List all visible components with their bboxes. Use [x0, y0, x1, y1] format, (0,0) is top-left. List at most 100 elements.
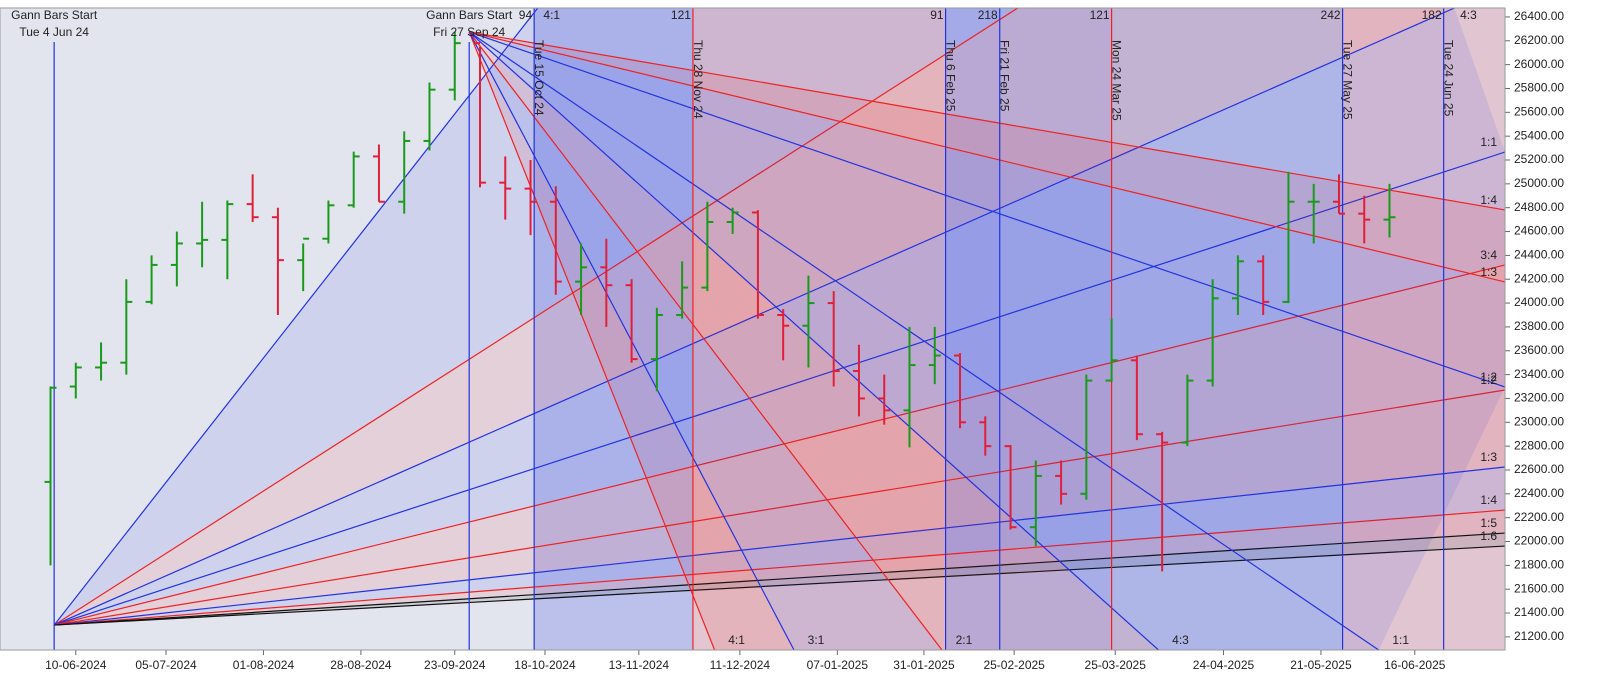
x-tick-label: 13-11-2024	[609, 658, 670, 672]
ohlc-bar	[676, 261, 689, 319]
time-band	[1111, 8, 1343, 650]
fan-line	[54, 466, 1505, 626]
y-tick-label: 23200.00	[1514, 391, 1564, 405]
marker-count: 94	[519, 8, 533, 22]
fan-label: 4:1	[728, 633, 745, 647]
marker-date: Tue 24 Jun 25	[1441, 40, 1455, 117]
ohlc-bar	[802, 275, 815, 368]
ohlc-bar	[928, 326, 941, 385]
y-tick-label: 21200.00	[1514, 629, 1564, 643]
ohlc-bar	[1282, 171, 1295, 304]
start-title: Gann Bars Start	[426, 8, 513, 22]
marker-count: 91	[930, 8, 944, 22]
ohlc-bar	[398, 131, 411, 214]
fan-label: 1:4	[1480, 193, 1497, 207]
ohlc-bar	[650, 307, 663, 392]
ohlc-bar	[120, 279, 133, 375]
y-tick-label: 21400.00	[1514, 605, 1564, 619]
fan-line	[54, 509, 1505, 626]
time-band	[692, 8, 946, 650]
plot-frame	[0, 7, 1506, 651]
y-tick-label: 21800.00	[1514, 558, 1564, 572]
ohlc-bar	[1358, 195, 1371, 244]
fan-zone	[54, 8, 1505, 626]
x-tick-label: 07-01-2025	[807, 658, 869, 672]
axes: 21200.00 21400.00 21600.00 21800.00 22000.00…	[45, 9, 1564, 672]
x-tick-label: 01-08-2024	[233, 658, 295, 672]
ohlc-bar	[903, 326, 916, 448]
fan-line	[469, 31, 1505, 211]
y-tick-label: 25600.00	[1514, 104, 1564, 118]
fan-label: 1:2	[1480, 370, 1497, 384]
ohlc-bar	[600, 238, 613, 327]
fan-label: 3:4	[1480, 248, 1497, 262]
y-tick-label: 26200.00	[1514, 33, 1564, 47]
ohlc-bar	[954, 353, 967, 429]
fan-label: 1:6	[1480, 529, 1497, 543]
ohlc-bar	[726, 207, 739, 234]
ohlc-bar	[499, 156, 512, 220]
y-tick-label: 24800.00	[1514, 200, 1564, 214]
y-tick-label: 23600.00	[1514, 343, 1564, 357]
time-band	[1342, 8, 1505, 650]
fan-zone	[469, 31, 1505, 650]
y-tick-label: 21600.00	[1514, 581, 1564, 595]
marker-count: 218	[978, 8, 998, 22]
fan-line	[53, 151, 1505, 626]
y-tick-label: 24200.00	[1514, 271, 1564, 285]
ohlc-bar	[1080, 374, 1093, 500]
ohlc-bar	[1257, 255, 1270, 315]
fan-label: 1:1	[1392, 633, 1409, 647]
marker-date: Fri 21 Feb 25	[998, 40, 1012, 112]
ohlc-bar	[1181, 374, 1194, 447]
x-tick-label: 05-07-2024	[135, 658, 197, 672]
ohlc-bar	[524, 160, 537, 236]
fan-label: 3:1	[808, 633, 825, 647]
y-tick-label: 22800.00	[1514, 438, 1564, 452]
x-tick-label: 31-01-2025	[893, 658, 955, 672]
ohlc-bar	[423, 82, 436, 151]
fan-label: 1:4	[1480, 493, 1497, 507]
y-tick-label: 22600.00	[1514, 462, 1564, 476]
ohlc-bar	[1004, 444, 1017, 530]
fan-line	[53, 264, 1505, 626]
y-tick-label: 23800.00	[1514, 319, 1564, 333]
ohlc-bar	[1105, 318, 1118, 382]
marker-count: 121	[671, 8, 691, 22]
fan-line	[53, 8, 1455, 626]
y-tick-label: 24600.00	[1514, 224, 1564, 238]
x-tick-label: 24-04-2025	[1193, 658, 1255, 672]
plot-background	[0, 8, 1505, 650]
marker-count: 242	[1321, 8, 1341, 22]
x-tick-label: 25-02-2025	[983, 658, 1045, 672]
x-tick-label: 10-06-2024	[45, 658, 107, 672]
ohlc-bar	[196, 201, 209, 268]
ohlc-bar	[271, 207, 284, 315]
y-tick-label: 25000.00	[1514, 176, 1564, 190]
ohlc-bar	[1231, 255, 1244, 315]
ohlc-bar	[1332, 174, 1345, 215]
marker-count: 182	[1422, 8, 1442, 22]
fan-label: 1:3	[1480, 450, 1497, 464]
ohlc-bar	[474, 42, 487, 188]
ohlc-bar	[95, 342, 108, 381]
start-date: Tue 4 Jun 24	[19, 25, 89, 39]
fan-line	[53, 8, 1019, 626]
fan-line	[469, 31, 1505, 283]
ohlc-bar	[448, 31, 461, 101]
fan-label: 1:3	[1480, 265, 1497, 279]
y-tick-label: 22400.00	[1514, 486, 1564, 500]
ohlc-bar	[322, 200, 335, 244]
ohlc-bar	[549, 186, 562, 295]
ohlc-bar	[1156, 431, 1169, 572]
fan-line	[54, 532, 1505, 626]
y-tick-label: 25800.00	[1514, 81, 1564, 95]
ohlc-bar	[701, 201, 714, 292]
fan-line	[468, 31, 716, 650]
ohlc-bar	[1055, 460, 1068, 505]
start-date: Fri 27 Sep 24	[433, 25, 505, 39]
x-tick-label: 18-10-2024	[514, 658, 576, 672]
y-tick-label: 26400.00	[1514, 9, 1564, 23]
ohlc-bar	[878, 374, 891, 425]
